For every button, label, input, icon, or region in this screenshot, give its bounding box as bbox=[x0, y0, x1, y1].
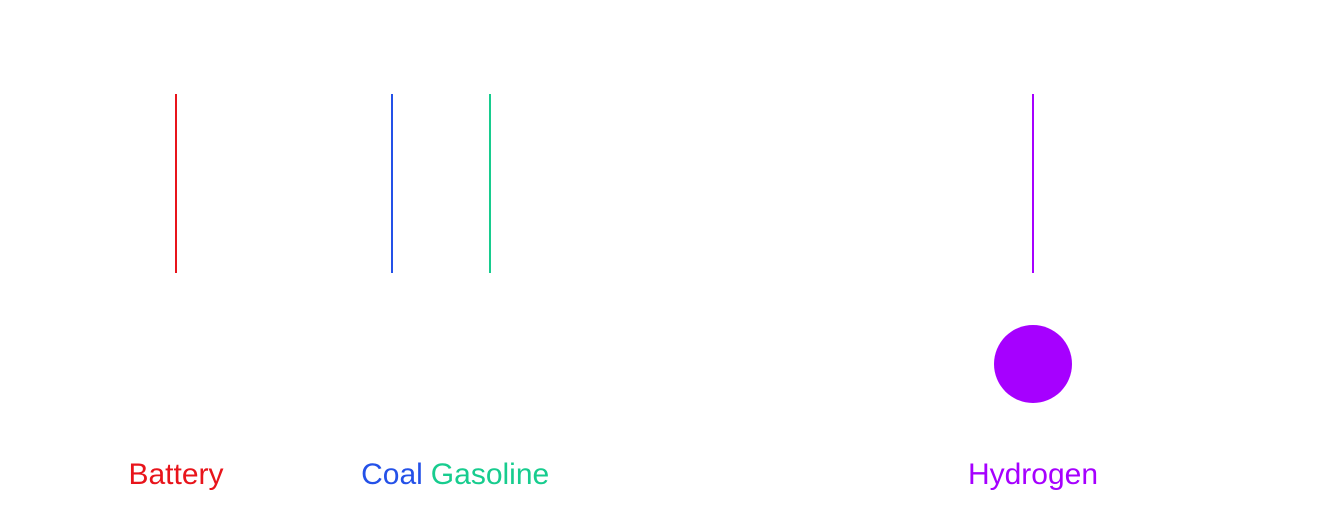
data-markers bbox=[994, 325, 1072, 403]
category-labels: Battery Coal Gasoline Hydrogen bbox=[128, 458, 1098, 491]
label-gasoline: Gasoline bbox=[431, 458, 549, 491]
label-hydrogen: Hydrogen bbox=[968, 458, 1098, 491]
label-battery: Battery bbox=[128, 458, 223, 491]
category-stems bbox=[175, 94, 1034, 273]
marker-hydrogen bbox=[994, 325, 1072, 403]
label-coal: Coal bbox=[361, 458, 423, 491]
